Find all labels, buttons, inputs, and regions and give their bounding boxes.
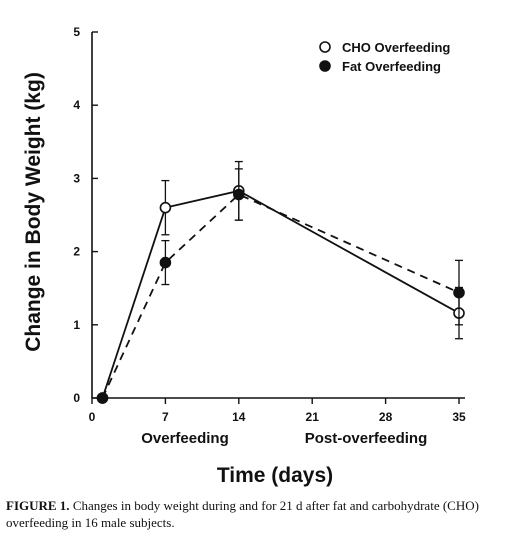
chart-series xyxy=(96,160,465,404)
period-label-post-overfeeding: Post-overfeeding xyxy=(305,430,428,447)
figure-caption: FIGURE 1. Changes in body weight during … xyxy=(6,497,516,531)
cho-overfeeding-point xyxy=(159,201,172,214)
fat-overfeeding-line xyxy=(101,193,460,399)
legend-label-cho-overfeeding: CHO Overfeeding xyxy=(342,40,450,55)
y-axis-title: Change in Body Weight (kg) xyxy=(22,72,45,352)
x-axis-title: Time (days) xyxy=(217,464,333,487)
fat-overfeeding-point xyxy=(159,256,172,269)
x-tick-label: 35 xyxy=(452,410,466,424)
period-label-overfeeding: Overfeeding xyxy=(141,430,229,447)
fat-overfeeding-point xyxy=(453,286,465,299)
y-tick-label: 5 xyxy=(73,25,80,39)
y-tick-label: 2 xyxy=(73,245,80,259)
chart-axes: 0 1 2 3 4 5 0 7 14 21 28 35 xyxy=(73,25,466,424)
y-tick-label: 0 xyxy=(73,391,80,405)
x-tick-label: 14 xyxy=(232,410,246,424)
chart-legend: CHO Overfeeding Fat Overfeeding xyxy=(319,40,450,74)
y-tick-label: 4 xyxy=(73,98,80,112)
fat-overfeeding-point xyxy=(96,392,109,404)
x-tick-label: 28 xyxy=(379,410,393,424)
y-tick-label: 1 xyxy=(73,318,80,332)
caption-text: Changes in body weight during and for 21… xyxy=(6,498,479,530)
x-tick-label: 7 xyxy=(162,410,169,424)
cho-overfeeding-line xyxy=(101,189,460,399)
x-tick-label: 0 xyxy=(89,410,96,424)
legend-marker-cho-overfeeding xyxy=(319,41,331,53)
body-weight-chart: 0 1 2 3 4 5 0 7 14 21 28 35 CHO Overfeeding Fat Over… xyxy=(22,25,466,487)
legend-label-fat-overfeeding: Fat Overfeeding xyxy=(342,59,441,74)
x-tick-label: 21 xyxy=(306,410,320,424)
y-tick-label: 3 xyxy=(73,171,80,185)
fat-overfeeding-point xyxy=(233,188,245,201)
legend-marker-fat-overfeeding xyxy=(319,60,331,72)
caption-label: FIGURE 1. xyxy=(6,498,70,513)
